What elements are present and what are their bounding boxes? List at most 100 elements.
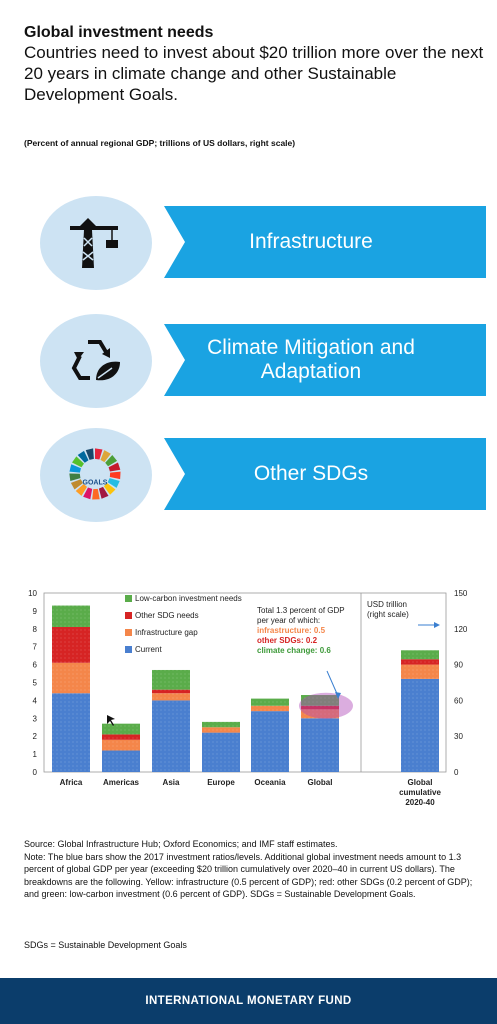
plot-frame xyxy=(43,592,447,773)
bar-segment-other-sdg-needs xyxy=(52,627,90,663)
bar-segment-low-carbon-investment-needs xyxy=(152,669,190,690)
sdg-wheel-segment xyxy=(105,455,118,467)
right-scale-arrowhead xyxy=(434,622,440,628)
left-tick-label: 5 xyxy=(33,679,38,688)
left-tick-label: 3 xyxy=(33,714,38,723)
footer-banner: INTERNATIONAL MONETARY FUND xyxy=(0,978,497,1024)
right-tick-label: 60 xyxy=(454,696,463,705)
source-notes: Source: Global Infrastructure Hub; Oxfor… xyxy=(24,838,479,901)
sdg-wheel-segment xyxy=(92,488,100,500)
left-tick-label: 8 xyxy=(33,625,38,634)
sdg-wheel-segment xyxy=(98,486,109,499)
legend-swatch xyxy=(125,612,132,619)
sdg-wheel-segment xyxy=(70,479,83,490)
category-circle xyxy=(40,428,152,522)
sdg-goals-text: GOALS xyxy=(83,480,108,487)
sdg-wheel-segment xyxy=(108,462,121,472)
right-tick-label: 150 xyxy=(454,589,468,598)
x-tick-label: Oceania xyxy=(254,778,286,787)
cursor-pointer-icon xyxy=(107,715,115,726)
right-tick-label: 0 xyxy=(454,768,459,777)
annotation-line: other SDGs: 0.2 xyxy=(257,636,318,645)
category-label: Climate Mitigation and Adaptation xyxy=(207,336,415,383)
abbreviation-note: SDGs = Sustainable Development Goals xyxy=(24,940,187,950)
annotation-line: per year of which: xyxy=(257,616,320,625)
bar-segment-current xyxy=(52,693,90,772)
legend-swatch xyxy=(125,629,132,636)
right-scale-note: (right scale) xyxy=(367,610,409,619)
left-tick-label: 7 xyxy=(33,643,38,652)
legend-label: Other SDG needs xyxy=(135,611,199,620)
bar-segment-infrastructure-gap xyxy=(102,739,140,751)
left-tick-label: 9 xyxy=(33,607,38,616)
annotation-line: infrastructure: 0.5 xyxy=(257,626,326,635)
x-tick-label: Africa xyxy=(60,778,83,787)
left-tick-label: 2 xyxy=(33,732,38,741)
legend-swatch xyxy=(125,595,132,602)
bar-segment-current xyxy=(152,700,190,772)
x-tick-label: Global xyxy=(408,778,433,787)
sdg-wheel-segment xyxy=(85,448,94,460)
sdg-wheel-segment xyxy=(69,473,81,482)
legend-swatch xyxy=(125,646,132,653)
sdg-wheel-segment xyxy=(69,464,81,473)
category-label: Other SDGs xyxy=(253,462,369,485)
bar-segment-low-carbon-investment-needs xyxy=(401,650,439,660)
left-tick-label: 6 xyxy=(33,661,38,670)
bar-segment-infrastructure-gap xyxy=(301,709,339,719)
source-line: Source: Global Infrastructure Hub; Oxfor… xyxy=(24,839,338,849)
sdg-wheel-segment xyxy=(77,450,89,463)
sdg-wheel-segment xyxy=(72,456,84,468)
right-tick-label: 30 xyxy=(454,732,463,741)
bar-segment-low-carbon-investment-needs xyxy=(102,723,140,735)
sdg-wheel-segment xyxy=(103,483,116,495)
bar-segment-other-sdg-needs xyxy=(401,659,439,665)
x-tick-label: Asia xyxy=(163,778,180,787)
bar-segment-current xyxy=(202,732,240,772)
bar-segment-low-carbon-investment-needs xyxy=(52,605,90,628)
page-title: Global investment needs xyxy=(24,24,214,41)
annotation-arrowhead xyxy=(335,692,341,699)
highlight-ellipse xyxy=(299,692,353,719)
left-tick-label: 1 xyxy=(33,750,38,759)
category-circle xyxy=(40,314,152,408)
crane-icon xyxy=(70,218,118,268)
legend-label: Infrastructure gap xyxy=(135,628,198,637)
page-subtitle: Countries need to invest about $20 trill… xyxy=(24,43,484,104)
sdg-wheel-segment xyxy=(100,450,111,463)
category-ribbon xyxy=(164,438,486,510)
annotation-arrow xyxy=(326,670,339,697)
bar-segment-infrastructure-gap xyxy=(52,662,90,694)
bar-segment-other-sdg-needs xyxy=(102,734,140,740)
sdg-wheel-segment xyxy=(83,487,93,500)
left-tick-label: 10 xyxy=(28,589,37,598)
left-tick-label: 4 xyxy=(33,696,38,705)
left-tick-label: 0 xyxy=(33,768,38,777)
bar-segment-current xyxy=(401,678,439,772)
x-tick-label: 2020-40 xyxy=(405,798,435,807)
legend-label: Current xyxy=(135,645,162,654)
category-label: Infrastructure xyxy=(249,230,373,253)
investment-chart: 0 1 2 3 4 5 6 7 8 9 10 0 30 60 90 120 150 Africa Americas… xyxy=(28,589,468,807)
right-tick-label: 120 xyxy=(454,625,468,634)
sdg-wheel-segment xyxy=(95,448,103,460)
bar-segment-other-sdg-needs xyxy=(152,689,190,694)
recycle-leaf-icon xyxy=(71,340,120,381)
bar-segment-low-carbon-investment-needs xyxy=(202,721,240,728)
bar-segment-current xyxy=(102,750,140,772)
scale-note: (Percent of annual regional GDP; trillio… xyxy=(24,138,296,148)
bar-segment-current xyxy=(301,718,339,772)
sdg-wheel-segment xyxy=(75,484,88,496)
sdg-wheel-segment xyxy=(107,478,120,488)
x-tick-label: Europe xyxy=(207,778,235,787)
bar-segment-infrastructure-gap xyxy=(401,664,439,679)
bar-segment-current xyxy=(251,711,289,772)
footer-label: INTERNATIONAL MONETARY FUND xyxy=(145,995,352,1007)
legend-label: Low-carbon investment needs xyxy=(135,594,242,603)
annotation-line: Total 1.3 percent of GDP xyxy=(257,606,345,615)
right-scale-note: USD trillion xyxy=(367,600,407,609)
right-tick-label: 90 xyxy=(454,661,463,670)
x-tick-label: cumulative xyxy=(399,788,441,797)
category-climate: Climate Mitigation and Adaptation xyxy=(40,314,486,408)
x-tick-label: Americas xyxy=(103,778,140,787)
